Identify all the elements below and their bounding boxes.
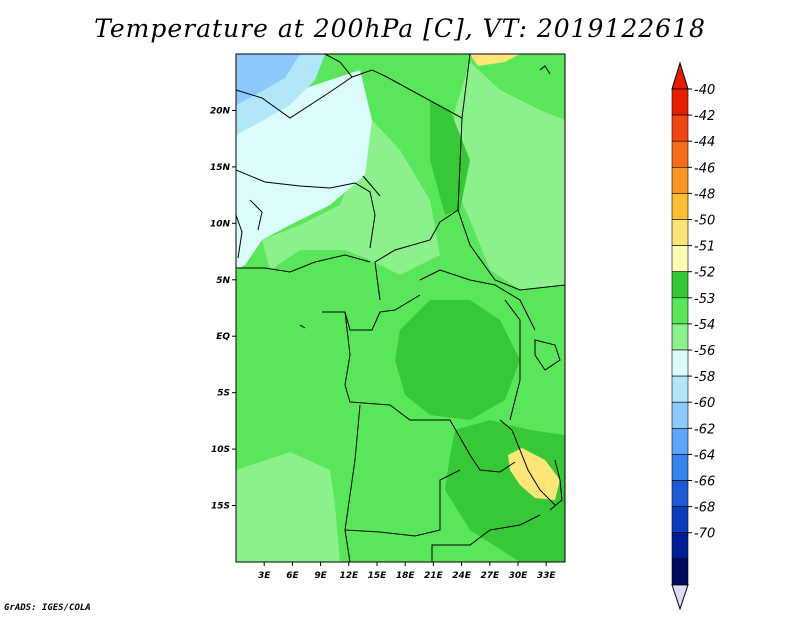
country-borders bbox=[236, 54, 565, 562]
colorbar-swatch bbox=[671, 401, 689, 429]
colorbar-swatch bbox=[671, 349, 689, 377]
colorbar-under-arrow bbox=[671, 584, 689, 611]
colorbar-label: -48 bbox=[694, 187, 715, 202]
colorbar-swatch bbox=[671, 297, 689, 325]
colorbar-swatch bbox=[671, 219, 689, 246]
colorbar-swatch bbox=[671, 323, 689, 351]
x-tick-label: 3E bbox=[258, 571, 271, 581]
y-tick-label: 10N bbox=[210, 219, 231, 229]
colorbar-swatch bbox=[671, 88, 689, 116]
y-tick-label: 10S bbox=[211, 445, 230, 455]
grads-credit: GrADS: IGES/COLA bbox=[4, 603, 91, 613]
y-tick-label: 5N bbox=[216, 276, 230, 286]
warm-patch-chad bbox=[470, 54, 520, 66]
colorbar-label: -60 bbox=[694, 396, 715, 411]
cold-band-congo bbox=[395, 300, 520, 420]
x-tick-label: 27E bbox=[480, 571, 500, 581]
y-tick-label: 15S bbox=[211, 502, 230, 512]
colorbar-label: -51 bbox=[694, 240, 715, 255]
colorbar-label: -53 bbox=[694, 292, 715, 307]
y-tick-label: 20N bbox=[210, 106, 231, 116]
colorbar-label: -46 bbox=[694, 161, 715, 176]
x-tick-label: 15E bbox=[368, 571, 388, 581]
colorbar-swatch bbox=[671, 245, 689, 273]
warm-patch-malawi bbox=[508, 448, 560, 500]
warm-band-west bbox=[236, 452, 340, 562]
cool-band-sahel bbox=[236, 70, 372, 270]
colorbar-legend: -40 -42 -44 -46 -48 -50 -51 -52 -53 -54 -56 -58 -60 -… bbox=[671, 61, 715, 611]
colorbar-label: -44 bbox=[694, 135, 715, 150]
x-tick-label: 9E bbox=[314, 571, 327, 581]
colorbar-label: -68 bbox=[694, 501, 715, 516]
colorbar-label: -70 bbox=[694, 527, 715, 542]
colorbar-label: -64 bbox=[694, 448, 715, 463]
colorbar-swatch bbox=[671, 532, 689, 560]
colorbar-label: -58 bbox=[694, 370, 715, 385]
colorbar-label: -54 bbox=[694, 318, 715, 333]
x-tick-label: 24E bbox=[452, 571, 472, 581]
colorbar-swatch bbox=[671, 480, 689, 507]
cold-streak-sudan bbox=[430, 100, 470, 215]
y-tick-label: EQ bbox=[216, 332, 230, 342]
colorbar-label: -66 bbox=[694, 475, 715, 490]
colorbar-swatch bbox=[671, 427, 689, 455]
colorbar-label: -40 bbox=[694, 83, 715, 98]
colorbar-swatch bbox=[671, 454, 689, 481]
colorbar-swatch bbox=[671, 167, 689, 194]
colorbar-swatch bbox=[671, 271, 689, 299]
colorbar-swatch bbox=[671, 375, 689, 403]
x-tick-label: 18E bbox=[396, 571, 416, 581]
colorbar-swatch bbox=[671, 193, 689, 220]
x-tick-label: 6E bbox=[286, 571, 299, 581]
warm-band-east bbox=[450, 62, 565, 290]
map-frame bbox=[235, 53, 566, 563]
colorbar-swatch bbox=[671, 558, 689, 586]
colorbar-swatch bbox=[671, 140, 689, 168]
colorbar-label: -50 bbox=[694, 214, 715, 229]
chart-title: Temperature at 200hPa [C], VT: 201912261… bbox=[94, 14, 706, 43]
colorbar-swatch bbox=[671, 506, 689, 534]
colorbar-label: -42 bbox=[694, 109, 715, 124]
temperature-map bbox=[236, 54, 565, 562]
colorbar-swatch bbox=[671, 114, 689, 142]
x-tick-label: 30E bbox=[509, 571, 529, 581]
colorbar-label: -56 bbox=[694, 344, 715, 359]
colorbar-label: -62 bbox=[694, 422, 715, 437]
x-tick-label: 12E bbox=[339, 571, 359, 581]
x-tick-label: 21E bbox=[424, 571, 444, 581]
y-tick-label: 15N bbox=[210, 163, 231, 173]
x-tick-label: 33E bbox=[537, 571, 557, 581]
y-axis: 20N 15N 10N 5N EQ 5S 10S 15S bbox=[210, 106, 236, 512]
y-tick-label: 5S bbox=[217, 389, 230, 399]
colorbar-label: -52 bbox=[694, 266, 715, 281]
x-axis: 3E 6E 9E 12E 15E 18E 21E 24E 27E 30E 33E bbox=[258, 562, 556, 581]
warm-patch-north bbox=[262, 120, 440, 275]
cold-patch-sahara bbox=[236, 54, 300, 105]
colorbar-over-arrow bbox=[671, 61, 689, 90]
